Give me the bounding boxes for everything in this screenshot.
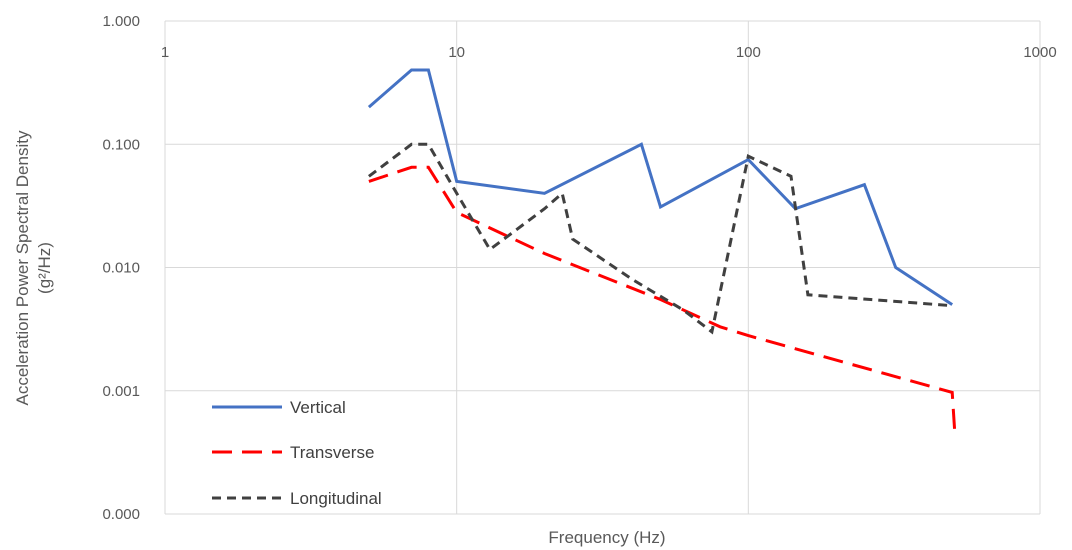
x-tick-label-100: 100	[736, 44, 761, 61]
legend-label-transverse: Transverse	[290, 443, 374, 462]
y-axis-tick-labels: 1.000 0.100 0.010 0.001 0.000	[102, 13, 140, 523]
series-lines	[367, 68, 957, 432]
legend-label-vertical: Vertical	[290, 398, 346, 417]
y-tick-label-1-000: 1.000	[102, 13, 140, 30]
gridlines	[164, 20, 1041, 515]
series-line-transverse	[368, 165, 957, 432]
y-tick-label-0-010: 0.010	[102, 260, 140, 277]
y-tick-label-0-100: 0.100	[102, 136, 140, 153]
x-tick-label-10: 10	[448, 44, 465, 61]
series-line-longitudinal	[367, 142, 953, 335]
y-axis-title-line2: (g²/Hz)	[35, 242, 54, 294]
x-axis-tick-labels: 1 10 100 1000	[161, 44, 1057, 61]
legend-label-longitudinal: Longitudinal	[290, 489, 382, 508]
y-tick-label-0-000: 0.000	[102, 506, 140, 523]
x-axis-title: Frequency (Hz)	[548, 528, 665, 547]
y-tick-label-0-001: 0.001	[102, 383, 140, 400]
x-tick-label-1: 1	[161, 44, 169, 61]
legend: Vertical Transverse Longitudinal	[212, 398, 382, 508]
x-tick-label-1000: 1000	[1023, 44, 1056, 61]
y-axis-title-line1: Acceleration Power Spectral Density	[13, 130, 32, 405]
series-line-vertical	[367, 68, 954, 306]
